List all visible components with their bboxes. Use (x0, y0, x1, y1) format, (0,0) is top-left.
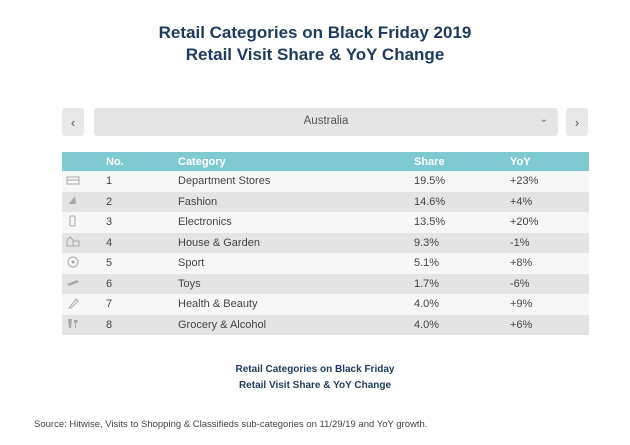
next-button[interactable]: › (566, 108, 588, 136)
caption-subtitle: Retail Visit Share & YoY Change (238, 380, 392, 391)
row-share: 4.0% (410, 314, 506, 335)
electronics-icon (66, 215, 80, 227)
table-row: 3 Electronics 13.5% +20% (62, 212, 589, 233)
row-share: 13.5% (410, 212, 506, 233)
row-no: 3 (102, 212, 174, 233)
table-row: 6 Toys 1.7% -6% (62, 273, 589, 294)
categories-table: No. Category Share YoY 1 Department Stor… (62, 152, 589, 335)
country-select[interactable]: Australia ⌄ (94, 108, 558, 136)
row-category: Toys (174, 273, 410, 294)
page-subtitle: Retail Visit Share & YoY Change (185, 45, 445, 64)
header-share: Share (410, 152, 506, 171)
row-yoy: +23% (506, 171, 589, 192)
page-title: Retail Categories on Black Friday 2019 (158, 23, 472, 42)
header-category: Category (174, 152, 410, 171)
chevron-down-icon: ⌄ (539, 114, 548, 125)
row-yoy: -1% (506, 232, 589, 253)
chevron-left-icon: ‹ (70, 114, 76, 130)
row-share: 5.1% (410, 253, 506, 274)
row-category: Fashion (174, 191, 410, 212)
header-yoy: YoY (506, 152, 589, 171)
row-share: 4.0% (410, 294, 506, 315)
row-share: 9.3% (410, 232, 506, 253)
row-no: 2 (102, 191, 174, 212)
row-no: 1 (102, 171, 174, 192)
row-no: 8 (102, 314, 174, 335)
row-yoy: +8% (506, 253, 589, 274)
caption-title: Retail Categories on Black Friday (235, 364, 395, 375)
table-row: 4 House & Garden 9.3% -1% (62, 232, 589, 253)
row-no: 7 (102, 294, 174, 315)
table-row: 2 Fashion 14.6% +4% (62, 191, 589, 212)
row-category: Sport (174, 253, 410, 274)
table-row: 8 Grocery & Alcohol 4.0% +6% (62, 314, 589, 335)
table-header-row: No. Category Share YoY (62, 152, 589, 171)
row-yoy: -6% (506, 273, 589, 294)
source-note: Source: Hitwise, Visits to Shopping & Cl… (34, 419, 428, 430)
row-category: Department Stores (174, 171, 410, 192)
row-category: Grocery & Alcohol (174, 314, 410, 335)
row-share: 19.5% (410, 171, 506, 192)
toys-icon (66, 276, 80, 288)
header-no: No. (102, 152, 174, 171)
row-no: 6 (102, 273, 174, 294)
house-garden-icon (66, 235, 80, 247)
previous-button[interactable]: ‹ (62, 108, 84, 136)
row-category: Electronics (174, 212, 410, 233)
row-share: 14.6% (410, 191, 506, 212)
grocery-alcohol-icon (66, 317, 80, 329)
health-beauty-icon (66, 297, 80, 309)
country-select-value: Australia (303, 115, 349, 127)
department-store-icon (66, 174, 80, 186)
row-yoy: +20% (506, 212, 589, 233)
table-row: 7 Health & Beauty 4.0% +9% (62, 294, 589, 315)
row-share: 1.7% (410, 273, 506, 294)
header-icon (62, 152, 102, 171)
row-yoy: +9% (506, 294, 589, 315)
table-row: 1 Department Stores 19.5% +23% (62, 171, 589, 192)
row-category: Health & Beauty (174, 294, 410, 315)
row-yoy: +4% (506, 191, 589, 212)
table-row: 5 Sport 5.1% +8% (62, 253, 589, 274)
sport-ball-icon (66, 256, 80, 268)
row-no: 5 (102, 253, 174, 274)
chevron-right-icon: › (574, 114, 580, 130)
fashion-icon (66, 194, 80, 206)
row-category: House & Garden (174, 232, 410, 253)
row-yoy: +6% (506, 314, 589, 335)
row-no: 4 (102, 232, 174, 253)
